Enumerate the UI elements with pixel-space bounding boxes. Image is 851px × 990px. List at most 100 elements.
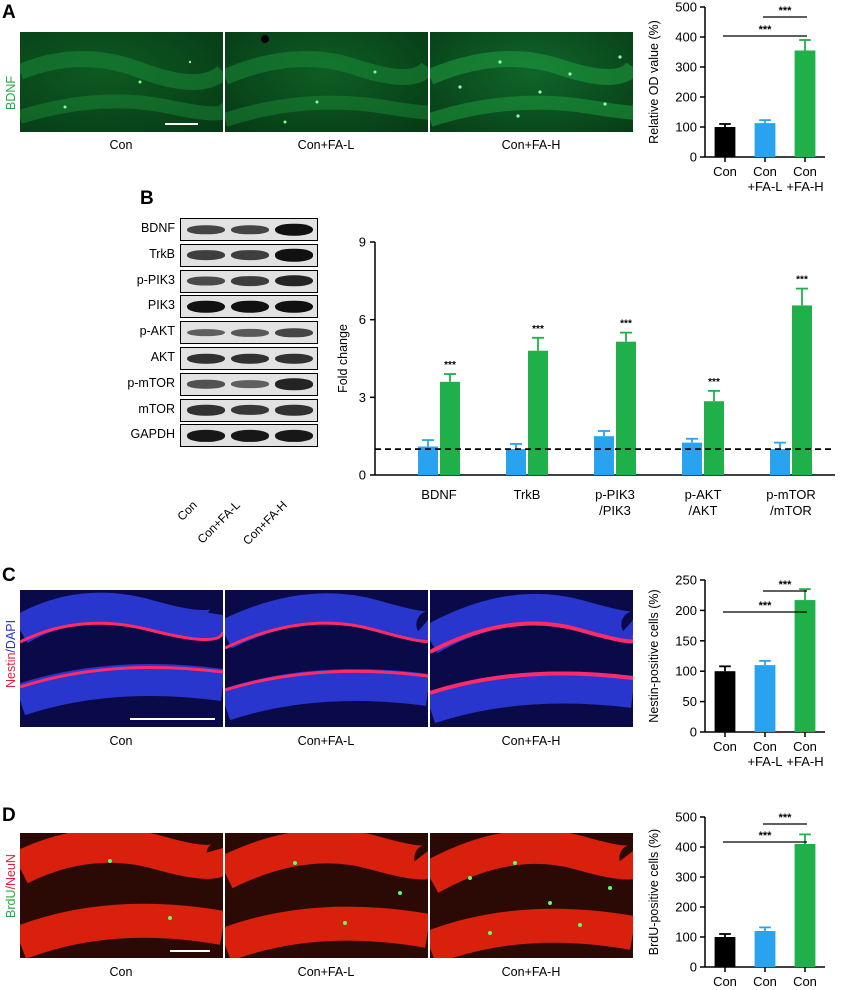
micro-d-con-art [20, 833, 223, 958]
blot-band [275, 327, 313, 338]
blot-band [231, 224, 269, 235]
caption-d-fal: Con+FA-L [297, 965, 355, 979]
y-tick-label: 250 [675, 573, 697, 588]
bar [616, 341, 636, 475]
micro-a-con-art [20, 51, 223, 125]
y-tick-label: 3 [359, 390, 366, 405]
blot-row-label: PIK3 [147, 298, 175, 313]
chart-d: 0 100 200 300 400 500 BrdU-positive cells (%) C… [647, 810, 825, 990]
x-tick-label: Con [793, 739, 817, 754]
blot-band [187, 353, 225, 364]
significance-label: *** [708, 377, 720, 388]
panel-d-stain-label: BrdU/NeuN [4, 854, 18, 918]
blot-row-label: BDNF [140, 221, 175, 235]
x-tick-label: +FA-L [747, 179, 782, 194]
y-tick-label: 300 [675, 60, 697, 75]
y-tick-label: 0 [690, 725, 697, 740]
blot-band [275, 353, 313, 364]
blot-band [231, 250, 269, 261]
blot-band [275, 429, 313, 442]
significance-label: *** [620, 319, 632, 330]
bar [770, 449, 790, 475]
y-tick-label: 500 [675, 0, 697, 15]
blot-row [180, 347, 318, 370]
bar [440, 381, 460, 475]
blot-band [275, 223, 313, 236]
blot-band [187, 429, 225, 442]
blot-row [180, 269, 318, 293]
micro-a-fal [225, 32, 428, 132]
blot-row [180, 321, 318, 345]
blot-band [275, 378, 313, 390]
stain-nestin: Nestin [4, 652, 18, 688]
stain-sep-d: / [4, 886, 18, 890]
y-tick-label: 150 [675, 633, 697, 648]
x-tick-label: Con [713, 974, 737, 989]
x-tick-label: Con [793, 974, 817, 989]
significance-label: *** [444, 360, 456, 371]
significance-label: *** [759, 830, 773, 842]
bar [528, 350, 548, 475]
caption-a-con: Con [109, 138, 133, 152]
significance-label: *** [759, 24, 773, 36]
blot-row-label: GAPDH [130, 427, 175, 442]
bar [714, 671, 736, 732]
y-tick-label: 400 [675, 30, 697, 45]
panel-letter-d: D [2, 805, 16, 826]
blot-row-label: p-mTOR [127, 375, 175, 390]
bar [792, 305, 812, 475]
x-tick-label: /AKT [689, 503, 718, 518]
micro-c-con-art [20, 592, 223, 720]
y-tick-label: 400 [675, 840, 697, 855]
bar [794, 600, 816, 732]
micro-d-fah-art [430, 833, 633, 958]
x-tick-label: p-AKT [685, 487, 722, 502]
micro-c-fal-art [225, 593, 428, 721]
chart-b: 0 3 6 9 Fold change *** BDNF *** TrkB *** p-PIK3/P… [336, 235, 835, 518]
panel-letter-c: C [2, 565, 16, 586]
blot-band [187, 404, 225, 416]
panel-a-stain-label: BDNF [4, 75, 18, 110]
chart-c: 0 50 100 150 200 250 Nestin-positive cells (%)… [647, 573, 825, 769]
y-tick-label: 500 [675, 810, 697, 825]
y-tick-label: 0 [690, 960, 697, 975]
y-tick-label: 6 [359, 312, 366, 327]
y-tick-label: 100 [675, 120, 697, 135]
x-tick-label: /PIK3 [599, 503, 631, 518]
y-tick-label: 100 [675, 930, 697, 945]
significance-label: *** [779, 812, 793, 824]
blot-row-label: TrkB [149, 246, 175, 261]
blot-band [231, 380, 269, 389]
x-tick-label: Con [713, 164, 737, 179]
bar [794, 844, 816, 967]
y-axis-label: Nestin-positive cells (%) [647, 589, 661, 722]
y-tick-label: 200 [675, 603, 697, 618]
micro-a-fah-art [430, 51, 633, 127]
caption-c-fal: Con+FA-L [297, 734, 355, 748]
blot-band [231, 353, 269, 364]
panel-letter-a: A [2, 2, 16, 23]
micro-d-fal [225, 833, 428, 958]
caption-c-fah: Con+FA-H [501, 734, 561, 748]
blot-row-label: mTOR [138, 401, 175, 416]
x-tick-label: +FA-H [786, 179, 823, 194]
significance-label: *** [759, 600, 773, 612]
bar [704, 401, 724, 475]
stain-sep-c: / [4, 649, 18, 653]
bar [754, 931, 776, 967]
bar [794, 50, 816, 157]
y-axis-label: Relative OD value (%) [647, 20, 661, 144]
bar [682, 442, 702, 475]
micro-a-fal-art [225, 35, 428, 127]
chart-a: 0 100 200 300 400 500 Relative OD value (%) Con… [647, 0, 825, 194]
blot-band [231, 405, 269, 416]
blot-row-label: p-AKT [139, 324, 175, 339]
x-tick-label: p-mTOR [766, 487, 816, 502]
blot-row [180, 424, 318, 448]
x-tick-label: Con [713, 739, 737, 754]
blot-band [231, 328, 269, 337]
bar [714, 937, 736, 967]
x-tick-label: Con [753, 164, 777, 179]
bar [506, 449, 526, 475]
x-tick-label: p-PIK3 [595, 487, 635, 502]
